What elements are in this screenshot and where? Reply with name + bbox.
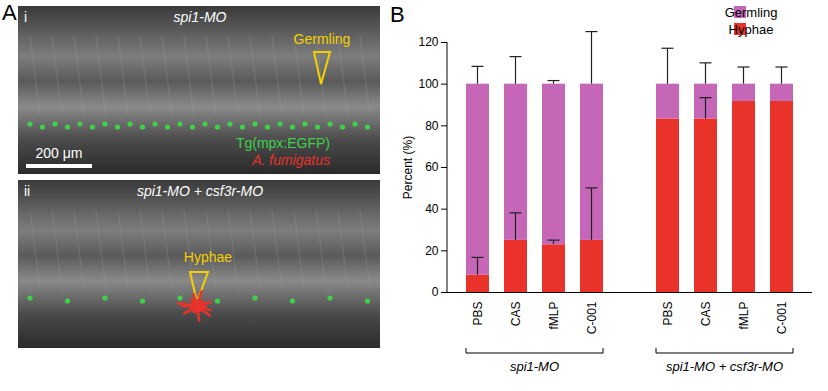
svg-text:Hyphae: Hyphae xyxy=(184,249,232,265)
svg-text:80: 80 xyxy=(425,119,439,133)
svg-text:CAS: CAS xyxy=(509,302,523,327)
svg-text:PBS: PBS xyxy=(471,302,485,326)
svg-text:i: i xyxy=(24,9,27,25)
svg-text:PBS: PBS xyxy=(661,302,675,326)
svg-text:spi1-MO + csf3r-MO: spi1-MO + csf3r-MO xyxy=(137,183,263,199)
svg-text:ii: ii xyxy=(24,183,30,199)
svg-text:spi1-MO: spi1-MO xyxy=(174,9,227,25)
svg-text:120: 120 xyxy=(418,35,438,49)
svg-text:fMLP: fMLP xyxy=(547,302,561,330)
html-text:B: B xyxy=(390,2,405,27)
svg-text:A. fumigatus: A. fumigatus xyxy=(251,152,330,168)
svg-text:Percent (%): Percent (%) xyxy=(401,136,415,199)
svg-text:20: 20 xyxy=(425,244,439,258)
svg-text:Tg(mpx:EGFP): Tg(mpx:EGFP) xyxy=(236,135,330,151)
svg-text:60: 60 xyxy=(425,160,439,174)
svg-text:200 μm: 200 μm xyxy=(36,145,83,161)
svg-text:Germling: Germling xyxy=(294,31,351,47)
svg-text:CAS: CAS xyxy=(699,302,713,327)
svg-text:spi1-MO + csf3r-MO: spi1-MO + csf3r-MO xyxy=(666,359,783,374)
svg-text:spi1-MO: spi1-MO xyxy=(510,359,559,374)
svg-text:0: 0 xyxy=(432,285,439,299)
svg-text:40: 40 xyxy=(425,202,439,216)
svg-text:fMLP: fMLP xyxy=(737,302,751,330)
svg-text:C-001: C-001 xyxy=(775,301,789,334)
svg-text:C-001: C-001 xyxy=(585,301,599,334)
svg-text:100: 100 xyxy=(418,77,438,91)
svg-text:Germling: Germling xyxy=(725,5,778,20)
svg-text:A: A xyxy=(2,0,17,25)
svg-text:Hyphae: Hyphae xyxy=(729,22,774,37)
